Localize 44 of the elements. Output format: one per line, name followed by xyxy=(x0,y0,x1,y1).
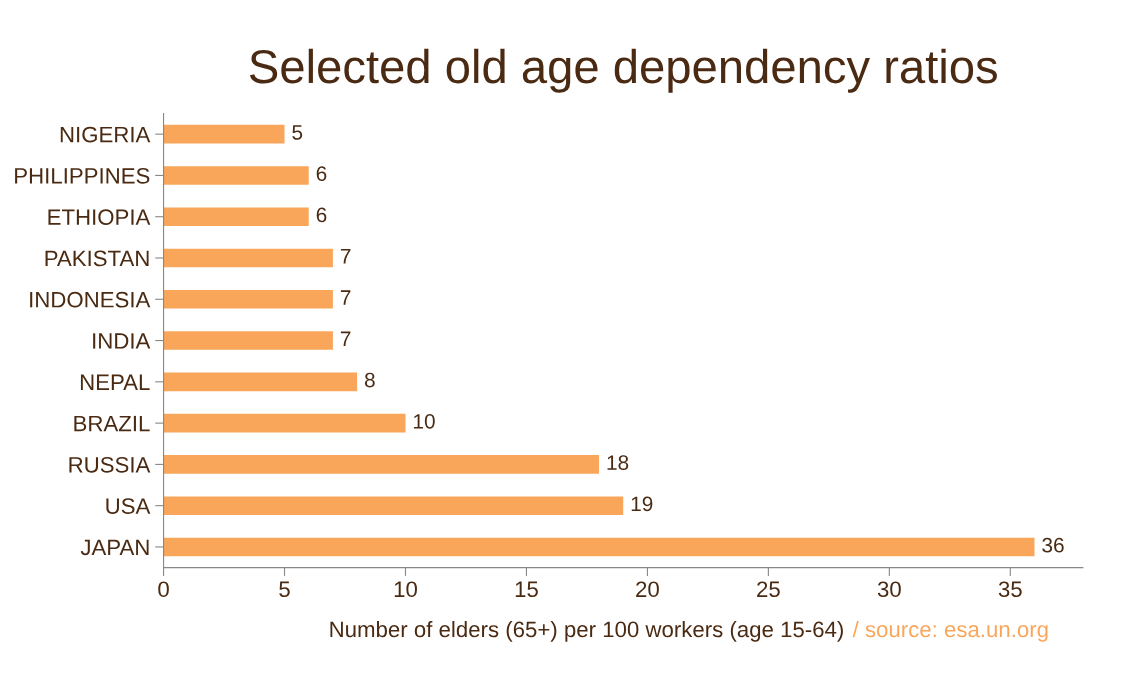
data-label: 10 xyxy=(414,413,435,429)
y-tick-label: NEPAL xyxy=(80,374,150,390)
bar xyxy=(163,289,333,309)
x-tick-label: 5 xyxy=(279,581,290,598)
x-axis-title: Number of elders (65+) per 100 workers (age 15-64) xyxy=(330,620,843,642)
y-tick-label: USA xyxy=(106,498,151,514)
data-label: 7 xyxy=(340,331,351,346)
data-label: 7 xyxy=(340,249,351,264)
chart-title: Selected old age dependency ratios xyxy=(249,48,997,93)
x-tick-label: 30 xyxy=(877,581,901,598)
y-tick-label: JAPAN xyxy=(80,539,149,556)
data-label: 18 xyxy=(607,455,629,470)
data-label: 7 xyxy=(340,290,351,305)
bar xyxy=(163,372,358,392)
data-label: 6 xyxy=(316,207,327,223)
bar xyxy=(163,166,309,185)
y-tick-label: ETHIOPIA xyxy=(48,209,151,225)
y-tick-label: INDONESIA xyxy=(30,291,151,308)
x-tick-label: 20 xyxy=(636,581,659,598)
data-label: 36 xyxy=(1042,537,1064,553)
x-tick-label: 15 xyxy=(515,581,538,598)
y-tick-label: PHILIPPINES xyxy=(15,167,150,184)
y-tick-label: BRAZIL xyxy=(74,415,150,432)
data-label: 19 xyxy=(631,496,653,512)
bar xyxy=(163,124,285,144)
y-tick-label: INDIA xyxy=(93,333,151,349)
data-label: 6 xyxy=(316,166,327,182)
y-tick-label: PAKISTAN xyxy=(45,250,149,267)
x-tick-label: 0 xyxy=(158,581,169,598)
y-tick-label: NIGERIA xyxy=(60,126,151,143)
x-tick-label: 35 xyxy=(998,581,1022,598)
bar xyxy=(163,207,309,227)
text: / source: esa.un.org xyxy=(852,620,1048,642)
bar xyxy=(163,537,1035,557)
bar xyxy=(163,496,624,515)
bar xyxy=(163,455,600,474)
bar xyxy=(163,413,406,433)
x-tick-label: 10 xyxy=(394,581,417,598)
bar xyxy=(163,248,333,268)
x-tick-label: 25 xyxy=(757,581,780,598)
bar xyxy=(163,331,333,350)
y-tick-label: RUSSIA xyxy=(69,456,151,473)
data-label: 5 xyxy=(292,125,303,140)
data-label: 8 xyxy=(364,372,375,388)
